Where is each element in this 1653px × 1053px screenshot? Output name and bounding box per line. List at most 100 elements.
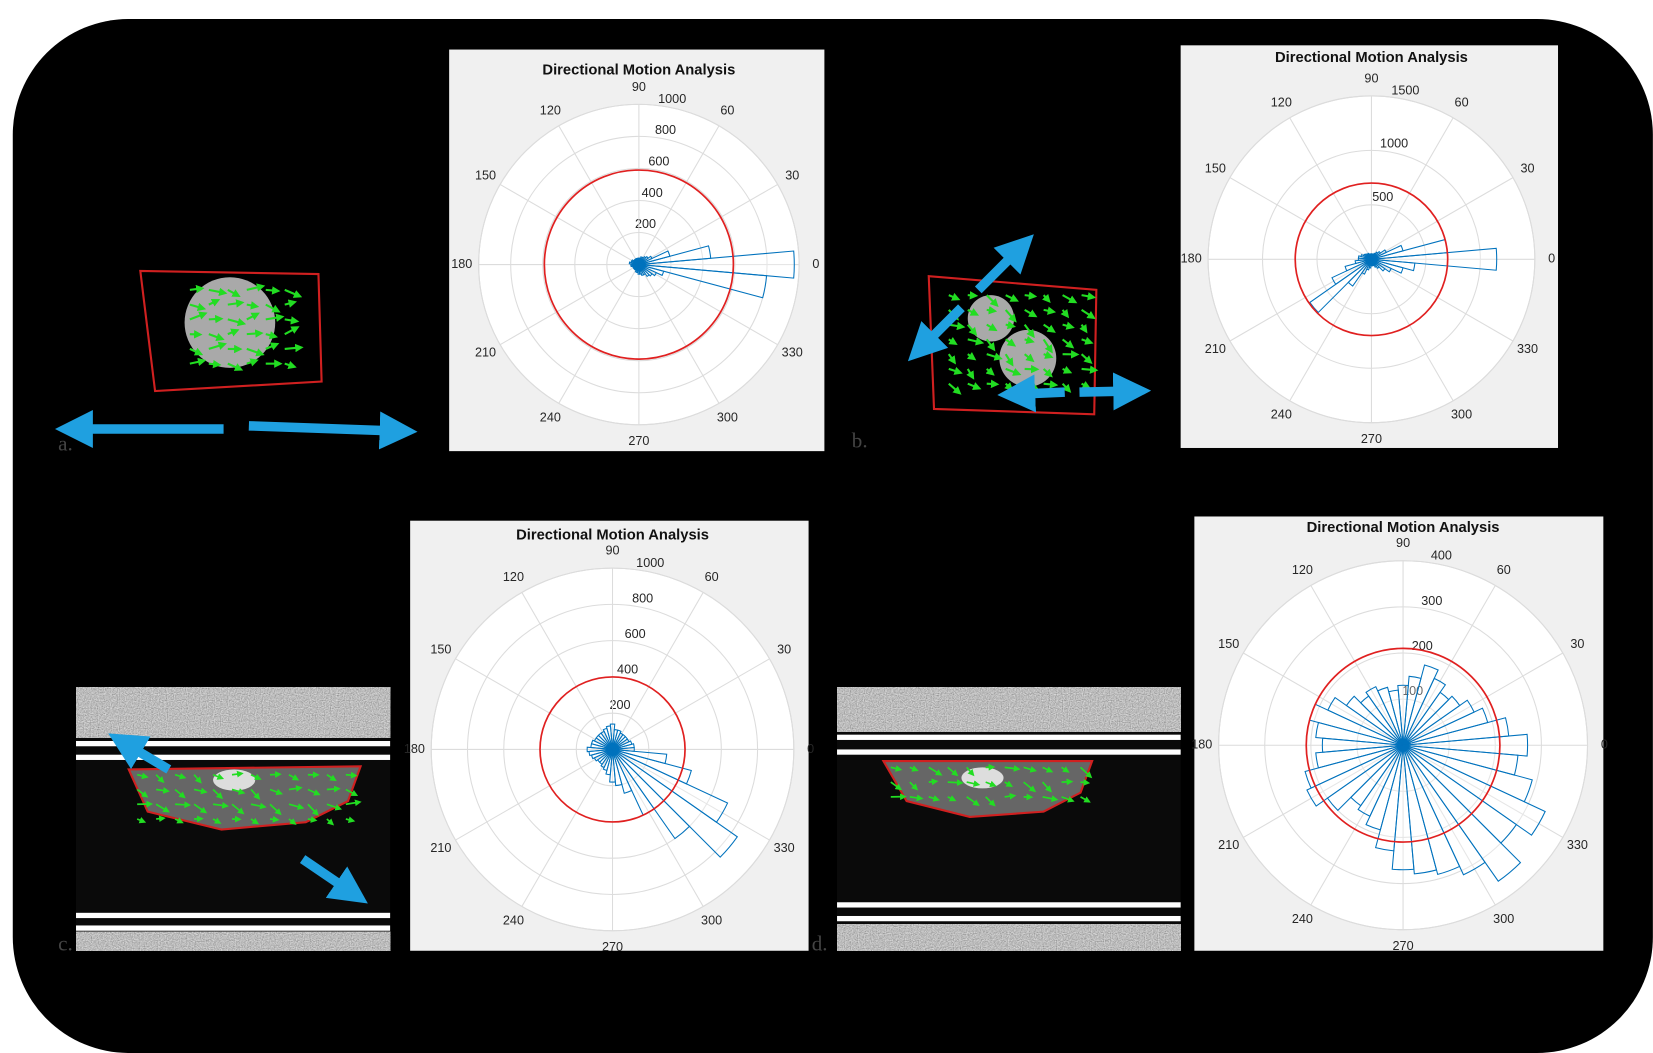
theta-tick-label: 180 xyxy=(1191,738,1212,752)
theta-tick-label: 330 xyxy=(1517,342,1538,356)
r-tick-label: 400 xyxy=(642,186,663,200)
r-tick-label: 600 xyxy=(648,154,669,168)
flow-arrow xyxy=(209,364,217,365)
theta-tick-label: 210 xyxy=(1218,838,1239,852)
flow-arrow xyxy=(1006,325,1012,326)
theta-tick-label: 330 xyxy=(774,841,795,855)
r-tick-label: 400 xyxy=(617,662,638,676)
flow-arrow xyxy=(266,290,277,291)
flow-arrow xyxy=(1005,796,1013,797)
stripe xyxy=(76,755,390,760)
flow-arrow xyxy=(327,789,338,790)
flow-arrow xyxy=(346,775,354,776)
theta-tick-label: 300 xyxy=(1451,408,1472,422)
page: 2004006008001000030609012015018021024027… xyxy=(0,0,1653,1053)
chart-title: Directional Motion Analysis xyxy=(1275,50,1468,66)
arrow xyxy=(1079,391,1132,392)
theta-tick-label: 0 xyxy=(1601,738,1608,752)
flow-arrow xyxy=(232,774,240,775)
theta-tick-label: 30 xyxy=(785,168,799,182)
flow-arrow xyxy=(285,348,300,349)
stripe xyxy=(76,925,390,930)
r-tick-label: 1000 xyxy=(636,556,664,570)
figure: 2004006008001000030609012015018021024027… xyxy=(0,0,1653,1053)
theta-tick-label: 120 xyxy=(1271,96,1292,110)
r-tick-label: 1000 xyxy=(1380,137,1408,151)
r-tick-label: 1500 xyxy=(1391,83,1419,97)
arrow xyxy=(249,426,399,431)
theta-tick-label: 180 xyxy=(451,257,472,271)
r-tick-label: 500 xyxy=(1372,190,1393,204)
flow-arrow xyxy=(948,782,961,783)
r-tick-label: 600 xyxy=(625,627,646,641)
flow-arrow xyxy=(247,333,260,334)
theta-tick-label: 270 xyxy=(1393,939,1414,953)
theta-tick-label: 180 xyxy=(1181,252,1202,266)
theta-tick-label: 60 xyxy=(1455,96,1469,110)
theta-tick-label: 210 xyxy=(430,841,451,855)
theta-tick-label: 270 xyxy=(602,940,623,954)
theta-tick-label: 240 xyxy=(503,913,524,927)
theta-tick-label: 30 xyxy=(1570,637,1584,651)
theta-tick-label: 0 xyxy=(812,257,819,271)
flow-arrow xyxy=(987,310,993,311)
flow-arrow xyxy=(175,804,188,805)
theta-tick-label: 0 xyxy=(807,742,814,756)
r-tick-label: 200 xyxy=(635,217,656,231)
noise-band xyxy=(837,924,1181,950)
arrow xyxy=(1016,392,1064,394)
theta-tick-label: 240 xyxy=(1271,408,1292,422)
theta-tick-label: 150 xyxy=(475,168,496,182)
flow-arrow xyxy=(1025,295,1033,296)
r-tick-label: 800 xyxy=(632,591,653,605)
theta-tick-label: 150 xyxy=(1218,637,1239,651)
theta-tick-label: 120 xyxy=(503,570,524,584)
theta-tick-label: 270 xyxy=(1361,432,1382,446)
stripe xyxy=(837,749,1181,754)
r-tick-label: 300 xyxy=(1421,594,1442,608)
theta-tick-label: 330 xyxy=(1567,838,1588,852)
r-tick-label: 400 xyxy=(1431,549,1452,563)
theta-tick-label: 60 xyxy=(720,104,734,118)
r-tick-label: 800 xyxy=(655,123,676,137)
stripe xyxy=(837,735,1181,740)
noise-band xyxy=(837,687,1181,731)
image-c xyxy=(76,687,390,951)
theta-tick-label: 210 xyxy=(1205,342,1226,356)
panel-label: a. xyxy=(58,432,73,456)
stripe xyxy=(76,913,390,918)
theta-tick-label: 60 xyxy=(705,570,719,584)
stripe xyxy=(837,916,1181,921)
noise-band xyxy=(76,687,390,738)
theta-tick-label: 90 xyxy=(1364,71,1378,85)
theta-tick-label: 300 xyxy=(701,913,722,927)
flow-arrow xyxy=(156,818,162,819)
theta-tick-label: 120 xyxy=(1292,563,1313,577)
chart-title: Directional Motion Analysis xyxy=(516,527,709,543)
chart-title: Directional Motion Analysis xyxy=(542,63,735,79)
theta-tick-label: 90 xyxy=(632,80,646,94)
image-d xyxy=(837,687,1181,951)
flow-arrow xyxy=(1081,782,1087,783)
flow-arrow xyxy=(1044,384,1054,385)
theta-tick-label: 90 xyxy=(1396,536,1410,550)
theta-tick-label: 150 xyxy=(430,643,451,657)
theta-tick-label: 60 xyxy=(1497,563,1511,577)
theta-tick-label: 210 xyxy=(475,345,496,359)
theta-tick-label: 0 xyxy=(1548,252,1555,266)
flow-arrow xyxy=(308,819,314,820)
theta-tick-label: 150 xyxy=(1205,162,1226,176)
object xyxy=(213,769,255,790)
panel-label: d. xyxy=(812,931,828,955)
theta-tick-label: 330 xyxy=(782,345,803,359)
flow-arrow xyxy=(929,781,935,782)
panel-label: c. xyxy=(58,931,73,955)
noise-band xyxy=(76,932,390,951)
theta-tick-label: 30 xyxy=(1521,162,1535,176)
object xyxy=(968,295,1014,341)
theta-tick-label: 120 xyxy=(540,104,561,118)
chart-title: Directional Motion Analysis xyxy=(1307,520,1500,536)
theta-tick-label: 30 xyxy=(777,643,791,657)
theta-tick-label: 240 xyxy=(1292,912,1313,926)
flow-arrow xyxy=(209,319,220,320)
